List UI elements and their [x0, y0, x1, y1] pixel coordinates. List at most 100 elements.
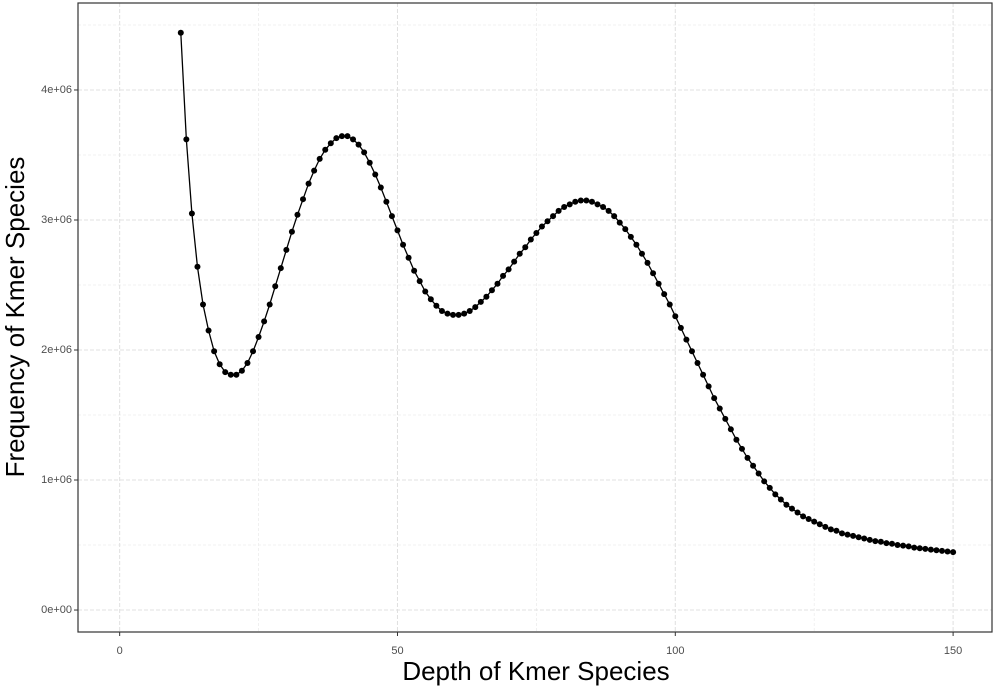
point	[350, 136, 357, 143]
point	[744, 454, 751, 461]
point	[694, 360, 701, 367]
point	[733, 436, 740, 443]
point	[444, 310, 451, 317]
point	[594, 201, 601, 208]
point	[833, 527, 840, 534]
point	[405, 254, 412, 261]
point	[900, 542, 907, 549]
point	[422, 288, 429, 295]
point	[433, 302, 440, 309]
point	[794, 509, 801, 516]
point	[194, 263, 201, 270]
point	[738, 445, 745, 452]
point	[683, 336, 690, 343]
point	[233, 371, 240, 378]
point	[238, 367, 245, 374]
point	[611, 213, 618, 220]
point	[200, 301, 207, 308]
point	[950, 549, 957, 556]
point	[755, 470, 762, 477]
point	[700, 371, 707, 378]
point	[377, 184, 384, 191]
x-tick-label: 0	[117, 645, 123, 657]
point	[855, 534, 862, 541]
point	[466, 307, 473, 314]
point	[927, 546, 934, 553]
point	[566, 201, 573, 208]
point	[244, 360, 251, 367]
point	[877, 538, 884, 545]
point	[861, 535, 868, 542]
point	[355, 141, 362, 148]
y-tick-label: 2e+06	[41, 344, 72, 356]
point	[322, 146, 329, 153]
point	[305, 180, 312, 187]
point	[583, 197, 590, 204]
point	[450, 311, 457, 318]
point	[944, 548, 951, 555]
x-tick-label: 50	[391, 645, 403, 657]
point	[183, 136, 190, 143]
point	[666, 301, 673, 308]
point	[344, 133, 351, 140]
point	[283, 246, 290, 253]
point	[372, 171, 379, 178]
x-tick-label: 150	[944, 645, 962, 657]
point	[250, 348, 257, 355]
point	[477, 298, 484, 305]
point	[500, 272, 507, 279]
point	[933, 547, 940, 554]
point	[505, 266, 512, 273]
y-tick-label: 1e+06	[41, 474, 72, 486]
point	[455, 311, 462, 318]
point	[777, 496, 784, 503]
point	[538, 223, 545, 230]
point	[316, 155, 323, 162]
point	[411, 267, 418, 274]
y-tick-label: 4e+06	[41, 84, 72, 96]
point	[383, 198, 390, 205]
point	[711, 395, 718, 402]
point	[544, 218, 551, 225]
point	[277, 265, 284, 272]
point	[311, 167, 318, 174]
point	[661, 291, 668, 298]
point	[511, 258, 518, 265]
point	[222, 369, 229, 376]
point	[816, 521, 823, 528]
point	[800, 513, 807, 520]
point	[827, 526, 834, 533]
point	[750, 462, 757, 469]
point	[472, 304, 479, 311]
point	[188, 210, 195, 217]
point	[911, 544, 918, 551]
point	[888, 540, 895, 547]
point	[805, 516, 812, 523]
point	[388, 213, 395, 220]
point	[555, 207, 562, 214]
point	[850, 532, 857, 539]
point	[361, 149, 368, 156]
point	[288, 228, 295, 235]
point	[677, 324, 684, 331]
x-axis-title: Depth of Kmer Species	[402, 656, 669, 686]
point	[494, 280, 501, 287]
plot-border	[77, 2, 993, 633]
point	[550, 213, 557, 220]
point	[338, 133, 345, 140]
line	[180, 32, 954, 553]
point	[727, 426, 734, 433]
point	[872, 538, 879, 545]
point	[527, 236, 534, 243]
point	[266, 301, 273, 308]
point	[211, 348, 218, 355]
point	[655, 280, 662, 287]
point	[633, 241, 640, 248]
point	[461, 310, 468, 317]
point	[644, 259, 651, 266]
point	[783, 501, 790, 508]
y-axis-title: Frequency of Kmer Species	[0, 157, 30, 478]
y-tick-label: 0e+00	[41, 604, 72, 616]
point	[533, 229, 540, 236]
